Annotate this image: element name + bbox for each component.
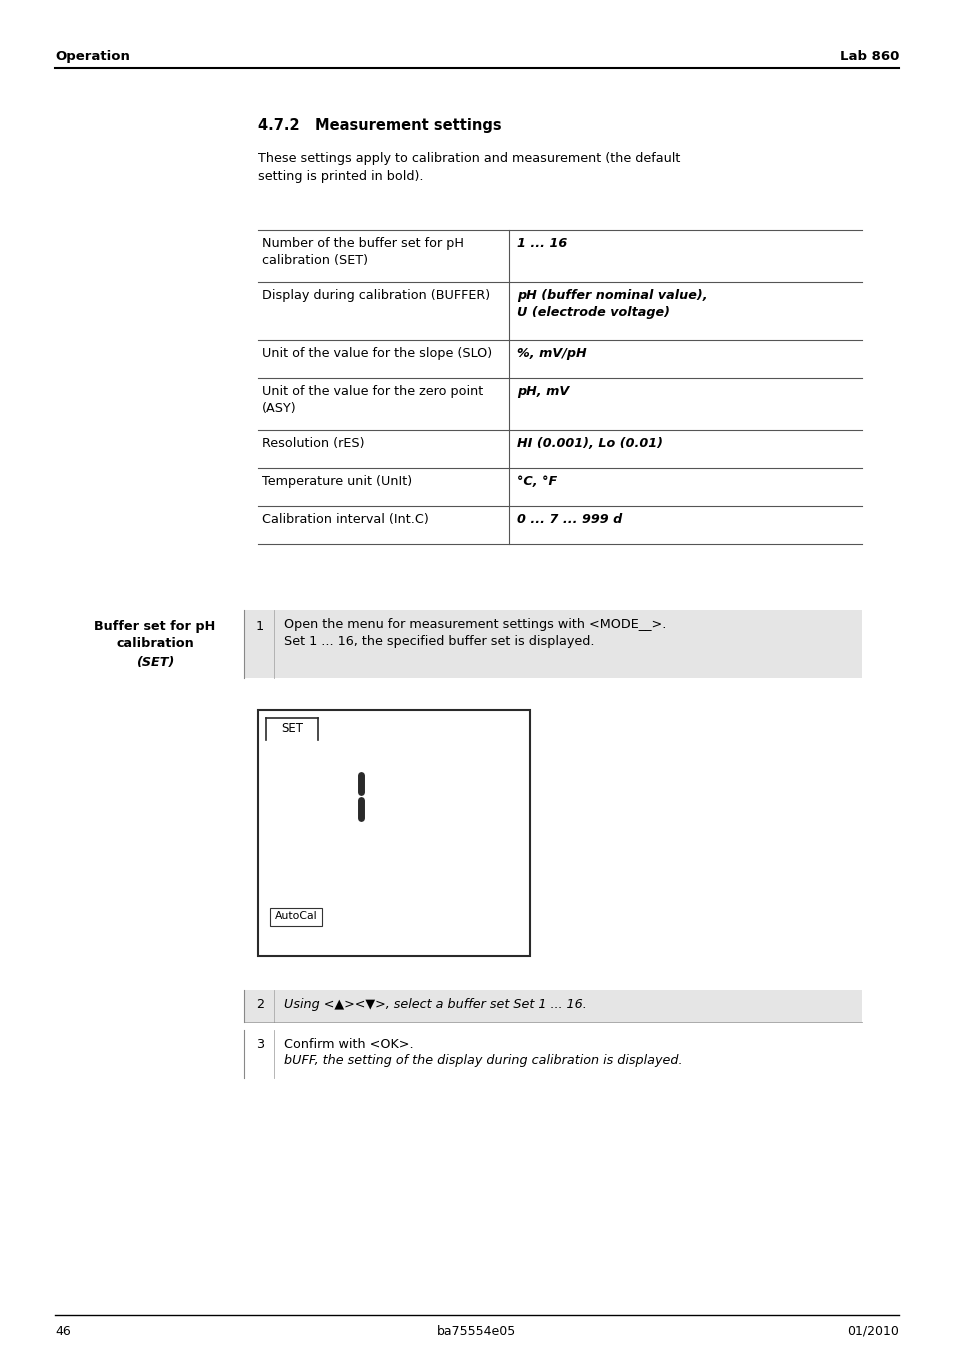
Text: Operation: Operation <box>55 50 130 63</box>
Text: HI (0.001), Lo (0.01): HI (0.001), Lo (0.01) <box>517 436 662 450</box>
Text: 01/2010: 01/2010 <box>846 1325 898 1337</box>
Bar <box>244 611 862 678</box>
Text: Confirm with <OK>.: Confirm with <OK>. <box>284 1038 414 1051</box>
Text: Buffer set for pH
calibration: Buffer set for pH calibration <box>94 620 215 650</box>
Bar <box>244 990 862 1021</box>
Text: Open the menu for measurement settings with <MODE__>.
Set 1 ... 16, the specifie: Open the menu for measurement settings w… <box>284 617 666 648</box>
Text: Calibration interval (Int.C): Calibration interval (Int.C) <box>262 513 428 526</box>
Text: 2: 2 <box>255 998 264 1011</box>
Text: 1: 1 <box>255 620 264 634</box>
Text: 3: 3 <box>255 1038 264 1051</box>
Text: Number of the buffer set for pH
calibration (SET): Number of the buffer set for pH calibrat… <box>262 236 463 267</box>
Text: Temperature unit (UnIt): Temperature unit (UnIt) <box>262 476 412 488</box>
Text: 1 ... 16: 1 ... 16 <box>517 236 566 250</box>
Text: Unit of the value for the zero point
(ASY): Unit of the value for the zero point (AS… <box>262 385 483 415</box>
Text: ba75554e05: ba75554e05 <box>436 1325 517 1337</box>
Text: Resolution (rES): Resolution (rES) <box>262 436 364 450</box>
Text: 4.7.2   Measurement settings: 4.7.2 Measurement settings <box>257 118 501 132</box>
Text: pH (buffer nominal value),
U (electrode voltage): pH (buffer nominal value), U (electrode … <box>517 289 706 319</box>
Bar <box>257 711 530 957</box>
Text: Display during calibration (BUFFER): Display during calibration (BUFFER) <box>262 289 490 303</box>
Text: Unit of the value for the slope (SLO): Unit of the value for the slope (SLO) <box>262 347 492 359</box>
Text: 46: 46 <box>55 1325 71 1337</box>
Text: pH, mV: pH, mV <box>517 385 568 399</box>
Text: (SET): (SET) <box>135 657 174 669</box>
Text: Using <▲><▼>, select a buffer set Set 1 ... 16.: Using <▲><▼>, select a buffer set Set 1 … <box>284 998 586 1011</box>
Text: These settings apply to calibration and measurement (the default
setting is prin: These settings apply to calibration and … <box>257 153 679 182</box>
Text: °C, °F: °C, °F <box>517 476 557 488</box>
Text: AutoCal: AutoCal <box>274 911 317 921</box>
Text: bUFF, the setting of the display during calibration is displayed.: bUFF, the setting of the display during … <box>284 1054 681 1067</box>
Text: SET: SET <box>281 721 303 735</box>
Text: Lab 860: Lab 860 <box>839 50 898 63</box>
Text: 0 ... 7 ... 999 d: 0 ... 7 ... 999 d <box>517 513 621 526</box>
Bar <box>270 908 322 925</box>
Text: %, mV/pH: %, mV/pH <box>517 347 586 359</box>
